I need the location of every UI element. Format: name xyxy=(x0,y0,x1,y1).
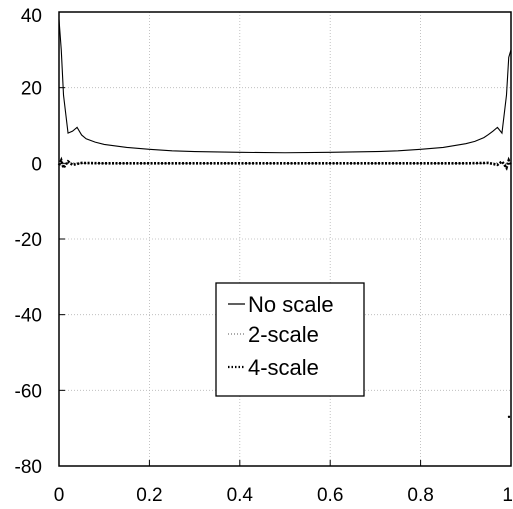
x-tick-label: 0 xyxy=(54,485,65,506)
legend: No scale 2-scale 4-scale xyxy=(215,282,365,397)
legend-label-2-scale: 2-scale xyxy=(248,322,319,347)
series-group xyxy=(57,19,513,419)
y-tick-label: 0 xyxy=(31,154,42,175)
y-tick-label: 40 xyxy=(21,6,42,27)
x-tick-label: 1 xyxy=(502,485,513,506)
series-point-4-scale-edge xyxy=(507,415,511,419)
y-tick-label: -80 xyxy=(15,457,42,478)
y-tick-label: -40 xyxy=(15,306,42,327)
x-tick-label: 0.8 xyxy=(407,485,433,506)
y-tick-label: 20 xyxy=(21,79,42,100)
legend-label-4-scale: 4-scale xyxy=(248,355,319,380)
y-tick-label: -60 xyxy=(15,381,42,402)
axes xyxy=(58,11,512,467)
legend-box xyxy=(215,282,365,397)
series-line-4-scale xyxy=(57,156,513,171)
x-tick-label: 0.2 xyxy=(136,485,162,506)
legend-label-no-scale: No scale xyxy=(248,292,334,317)
tick-labels: 0 0.2 0.4 0.6 0.8 1 40 20 0 -20 -40 -60 -80 xyxy=(15,6,513,506)
x-tick-label: 0.4 xyxy=(227,485,254,506)
y-tick-label: -20 xyxy=(15,230,42,251)
x-tick-label: 0.6 xyxy=(317,485,343,506)
series-line-no-scale xyxy=(58,19,512,154)
